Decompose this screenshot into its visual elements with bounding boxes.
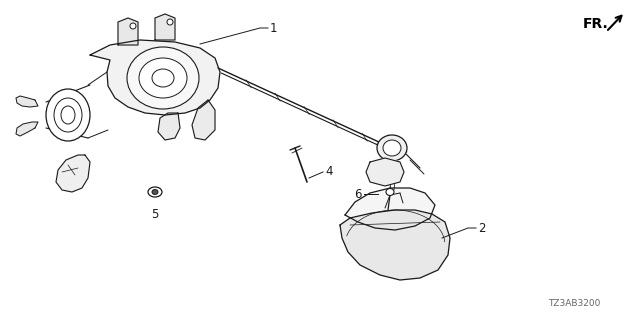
Polygon shape (155, 14, 175, 40)
Polygon shape (16, 96, 38, 107)
Polygon shape (366, 158, 404, 186)
Ellipse shape (127, 47, 199, 109)
Ellipse shape (386, 188, 394, 196)
Ellipse shape (152, 189, 158, 195)
Polygon shape (158, 113, 180, 140)
Text: 6: 6 (355, 188, 362, 201)
Ellipse shape (130, 23, 136, 29)
Text: 1: 1 (270, 21, 278, 35)
Text: 2: 2 (478, 221, 486, 235)
Polygon shape (192, 100, 215, 140)
Polygon shape (118, 18, 138, 45)
Ellipse shape (377, 135, 407, 161)
Text: FR.: FR. (583, 17, 609, 31)
Ellipse shape (139, 58, 187, 98)
Ellipse shape (61, 106, 75, 124)
Polygon shape (90, 40, 220, 115)
Polygon shape (16, 122, 38, 136)
Text: TZ3AB3200: TZ3AB3200 (548, 299, 600, 308)
Polygon shape (340, 210, 450, 280)
Ellipse shape (46, 89, 90, 141)
Ellipse shape (148, 187, 162, 197)
Text: 4: 4 (325, 164, 333, 178)
Polygon shape (345, 188, 435, 230)
Ellipse shape (167, 19, 173, 25)
Text: 5: 5 (151, 208, 159, 221)
Polygon shape (56, 155, 90, 192)
Ellipse shape (383, 140, 401, 156)
Ellipse shape (152, 69, 174, 87)
Ellipse shape (54, 98, 82, 132)
